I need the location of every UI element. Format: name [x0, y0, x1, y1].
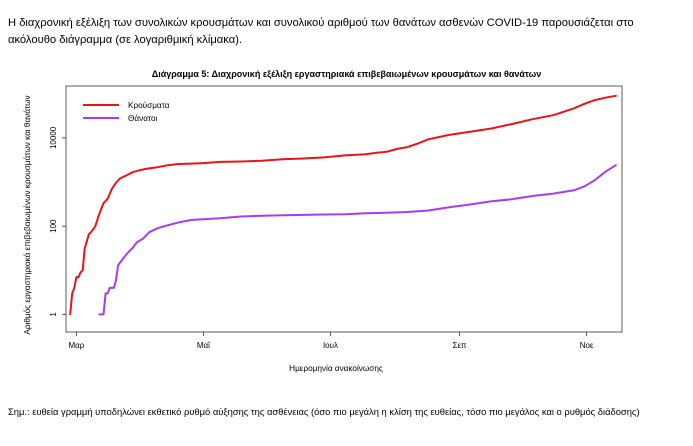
chart-title: Διάγραμμα 5: Διαχρονική εξέλιξη εργαστηρ…: [151, 69, 542, 79]
x-axis: Μαρ Μαΐ Ιουλ Σεπ Νοε: [68, 332, 594, 350]
legend-label-deaths: Θάνατοι: [128, 114, 158, 123]
y-tick-label: 1: [49, 312, 58, 317]
y-tick-label: 100: [49, 219, 58, 233]
x-tick-label: Μαρ: [68, 341, 84, 350]
x-tick-label: Σεπ: [453, 341, 468, 350]
legend: Κρούσματα Θάνατοι: [83, 101, 170, 123]
x-tick-label: Ιουλ: [323, 341, 338, 350]
series-layer: [69, 94, 617, 316]
intro-paragraph: Η διαχρονική εξέλιξη των συνολικών κρουσ…: [8, 17, 634, 46]
footnote: Σημ.: ευθεία γραμμή υποδηλώνει εκθετικό …: [8, 406, 640, 417]
y-axis-label: Αριθμός εργαστηριακά επιβεβαιωμένων κρου…: [23, 95, 32, 334]
series-line-deaths: [98, 164, 617, 316]
series-line-cases: [69, 94, 617, 316]
y-axis: 1 100 10000: [49, 126, 66, 317]
plot-border: [65, 85, 623, 333]
chart-frame: [65, 85, 623, 333]
x-axis-label: Ημερομηνία ανακοίνωσης: [289, 364, 383, 373]
x-tick-label: Νοε: [580, 341, 594, 350]
legend-label-cases: Κρούσματα: [128, 101, 170, 110]
x-tick-label: Μαΐ: [197, 341, 211, 350]
y-tick-label: 10000: [49, 126, 58, 149]
